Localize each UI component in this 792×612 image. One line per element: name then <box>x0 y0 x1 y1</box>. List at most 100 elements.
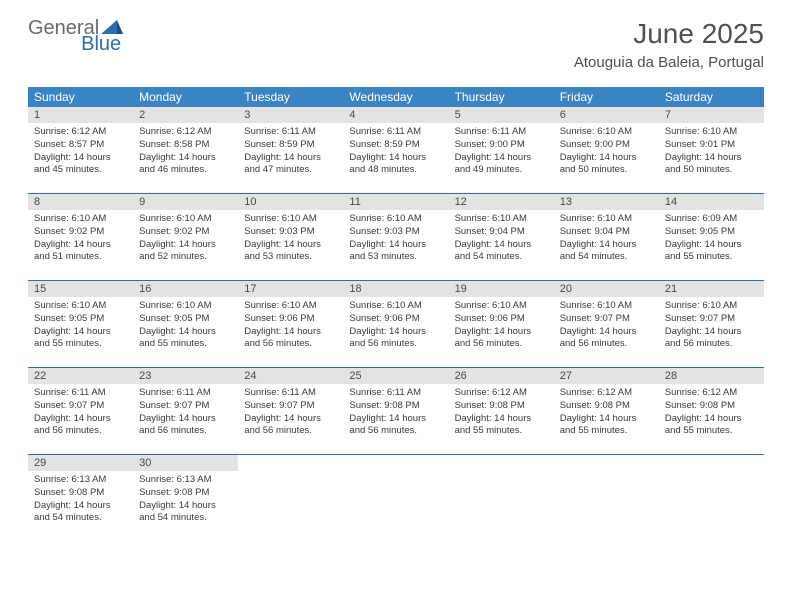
sunset-text: Sunset: 9:05 PM <box>34 313 127 326</box>
daylight-text: Daylight: 14 hours and 55 minutes. <box>34 326 127 352</box>
day-number: 15 <box>28 281 133 297</box>
day-body: Sunrise: 6:10 AMSunset: 9:02 PMDaylight:… <box>133 210 238 270</box>
sunset-text: Sunset: 9:08 PM <box>349 400 442 413</box>
logo: GeneralBlue <box>28 18 123 54</box>
day-body: Sunrise: 6:11 AMSunset: 9:00 PMDaylight:… <box>449 123 554 183</box>
daylight-text: Daylight: 14 hours and 46 minutes. <box>139 152 232 178</box>
daylight-text: Daylight: 14 hours and 56 minutes. <box>665 326 758 352</box>
weekday-header-row: Sunday Monday Tuesday Wednesday Thursday… <box>28 87 764 107</box>
sunrise-text: Sunrise: 6:12 AM <box>34 126 127 139</box>
day-body: Sunrise: 6:10 AMSunset: 9:03 PMDaylight:… <box>343 210 448 270</box>
day-body: Sunrise: 6:11 AMSunset: 9:07 PMDaylight:… <box>133 384 238 444</box>
daylight-text: Daylight: 14 hours and 55 minutes. <box>139 326 232 352</box>
day-cell: 9Sunrise: 6:10 AMSunset: 9:02 PMDaylight… <box>133 194 238 280</box>
daylight-text: Daylight: 14 hours and 55 minutes. <box>665 239 758 265</box>
sunrise-text: Sunrise: 6:12 AM <box>455 387 548 400</box>
day-number: 17 <box>238 281 343 297</box>
day-number: 22 <box>28 368 133 384</box>
day-body: Sunrise: 6:12 AMSunset: 9:08 PMDaylight:… <box>554 384 659 444</box>
day-cell: 6Sunrise: 6:10 AMSunset: 9:00 PMDaylight… <box>554 107 659 193</box>
daylight-text: Daylight: 14 hours and 47 minutes. <box>244 152 337 178</box>
sunset-text: Sunset: 9:01 PM <box>665 139 758 152</box>
day-cell: 24Sunrise: 6:11 AMSunset: 9:07 PMDayligh… <box>238 368 343 454</box>
day-cell: 14Sunrise: 6:09 AMSunset: 9:05 PMDayligh… <box>659 194 764 280</box>
daylight-text: Daylight: 14 hours and 56 minutes. <box>139 413 232 439</box>
daylight-text: Daylight: 14 hours and 48 minutes. <box>349 152 442 178</box>
day-cell: 27Sunrise: 6:12 AMSunset: 9:08 PMDayligh… <box>554 368 659 454</box>
sunrise-text: Sunrise: 6:10 AM <box>665 126 758 139</box>
day-cell <box>449 455 554 541</box>
sunset-text: Sunset: 9:05 PM <box>139 313 232 326</box>
day-body: Sunrise: 6:09 AMSunset: 9:05 PMDaylight:… <box>659 210 764 270</box>
daylight-text: Daylight: 14 hours and 54 minutes. <box>139 500 232 526</box>
sunrise-text: Sunrise: 6:11 AM <box>139 387 232 400</box>
day-cell: 5Sunrise: 6:11 AMSunset: 9:00 PMDaylight… <box>449 107 554 193</box>
sunrise-text: Sunrise: 6:11 AM <box>34 387 127 400</box>
day-number: 24 <box>238 368 343 384</box>
day-number: 20 <box>554 281 659 297</box>
week-row: 22Sunrise: 6:11 AMSunset: 9:07 PMDayligh… <box>28 368 764 455</box>
sunrise-text: Sunrise: 6:10 AM <box>34 213 127 226</box>
sunset-text: Sunset: 9:03 PM <box>244 226 337 239</box>
day-cell: 30Sunrise: 6:13 AMSunset: 9:08 PMDayligh… <box>133 455 238 541</box>
daylight-text: Daylight: 14 hours and 56 minutes. <box>455 326 548 352</box>
day-body: Sunrise: 6:10 AMSunset: 9:01 PMDaylight:… <box>659 123 764 183</box>
daylight-text: Daylight: 14 hours and 56 minutes. <box>560 326 653 352</box>
day-number: 30 <box>133 455 238 471</box>
weekday-header: Thursday <box>449 87 554 107</box>
day-cell: 29Sunrise: 6:13 AMSunset: 9:08 PMDayligh… <box>28 455 133 541</box>
sunrise-text: Sunrise: 6:10 AM <box>139 300 232 313</box>
daylight-text: Daylight: 14 hours and 56 minutes. <box>349 413 442 439</box>
day-body: Sunrise: 6:10 AMSunset: 9:03 PMDaylight:… <box>238 210 343 270</box>
sunrise-text: Sunrise: 6:09 AM <box>665 213 758 226</box>
sunset-text: Sunset: 9:00 PM <box>560 139 653 152</box>
sunrise-text: Sunrise: 6:10 AM <box>560 300 653 313</box>
daylight-text: Daylight: 14 hours and 54 minutes. <box>34 500 127 526</box>
day-cell <box>554 455 659 541</box>
weekday-header: Monday <box>133 87 238 107</box>
sunset-text: Sunset: 9:08 PM <box>139 487 232 500</box>
day-number: 11 <box>343 194 448 210</box>
sunrise-text: Sunrise: 6:11 AM <box>244 126 337 139</box>
daylight-text: Daylight: 14 hours and 54 minutes. <box>455 239 548 265</box>
daylight-text: Daylight: 14 hours and 45 minutes. <box>34 152 127 178</box>
daylight-text: Daylight: 14 hours and 54 minutes. <box>560 239 653 265</box>
location-label: Atouguia da Baleia, Portugal <box>574 54 764 71</box>
day-body: Sunrise: 6:10 AMSunset: 9:07 PMDaylight:… <box>659 297 764 357</box>
sunset-text: Sunset: 9:08 PM <box>560 400 653 413</box>
week-row: 29Sunrise: 6:13 AMSunset: 9:08 PMDayligh… <box>28 455 764 541</box>
day-number: 8 <box>28 194 133 210</box>
sunset-text: Sunset: 9:02 PM <box>34 226 127 239</box>
week-row: 8Sunrise: 6:10 AMSunset: 9:02 PMDaylight… <box>28 194 764 281</box>
sunset-text: Sunset: 9:06 PM <box>244 313 337 326</box>
sunset-text: Sunset: 9:07 PM <box>34 400 127 413</box>
sunrise-text: Sunrise: 6:10 AM <box>560 213 653 226</box>
day-body: Sunrise: 6:12 AMSunset: 9:08 PMDaylight:… <box>659 384 764 444</box>
day-cell: 17Sunrise: 6:10 AMSunset: 9:06 PMDayligh… <box>238 281 343 367</box>
day-cell: 23Sunrise: 6:11 AMSunset: 9:07 PMDayligh… <box>133 368 238 454</box>
day-body: Sunrise: 6:11 AMSunset: 9:08 PMDaylight:… <box>343 384 448 444</box>
day-body: Sunrise: 6:10 AMSunset: 9:06 PMDaylight:… <box>343 297 448 357</box>
weekday-header: Wednesday <box>343 87 448 107</box>
day-number: 12 <box>449 194 554 210</box>
sunset-text: Sunset: 9:00 PM <box>455 139 548 152</box>
sunset-text: Sunset: 9:04 PM <box>455 226 548 239</box>
day-number: 26 <box>449 368 554 384</box>
day-number: 19 <box>449 281 554 297</box>
day-cell <box>659 455 764 541</box>
daylight-text: Daylight: 14 hours and 53 minutes. <box>349 239 442 265</box>
day-number: 16 <box>133 281 238 297</box>
daylight-text: Daylight: 14 hours and 55 minutes. <box>665 413 758 439</box>
sunrise-text: Sunrise: 6:10 AM <box>34 300 127 313</box>
day-cell: 10Sunrise: 6:10 AMSunset: 9:03 PMDayligh… <box>238 194 343 280</box>
daylight-text: Daylight: 14 hours and 50 minutes. <box>665 152 758 178</box>
day-number: 28 <box>659 368 764 384</box>
sunrise-text: Sunrise: 6:10 AM <box>349 213 442 226</box>
day-number: 6 <box>554 107 659 123</box>
day-cell: 1Sunrise: 6:12 AMSunset: 8:57 PMDaylight… <box>28 107 133 193</box>
day-body: Sunrise: 6:12 AMSunset: 9:08 PMDaylight:… <box>449 384 554 444</box>
sunset-text: Sunset: 8:57 PM <box>34 139 127 152</box>
day-number: 2 <box>133 107 238 123</box>
sunset-text: Sunset: 9:07 PM <box>139 400 232 413</box>
day-cell: 4Sunrise: 6:11 AMSunset: 8:59 PMDaylight… <box>343 107 448 193</box>
